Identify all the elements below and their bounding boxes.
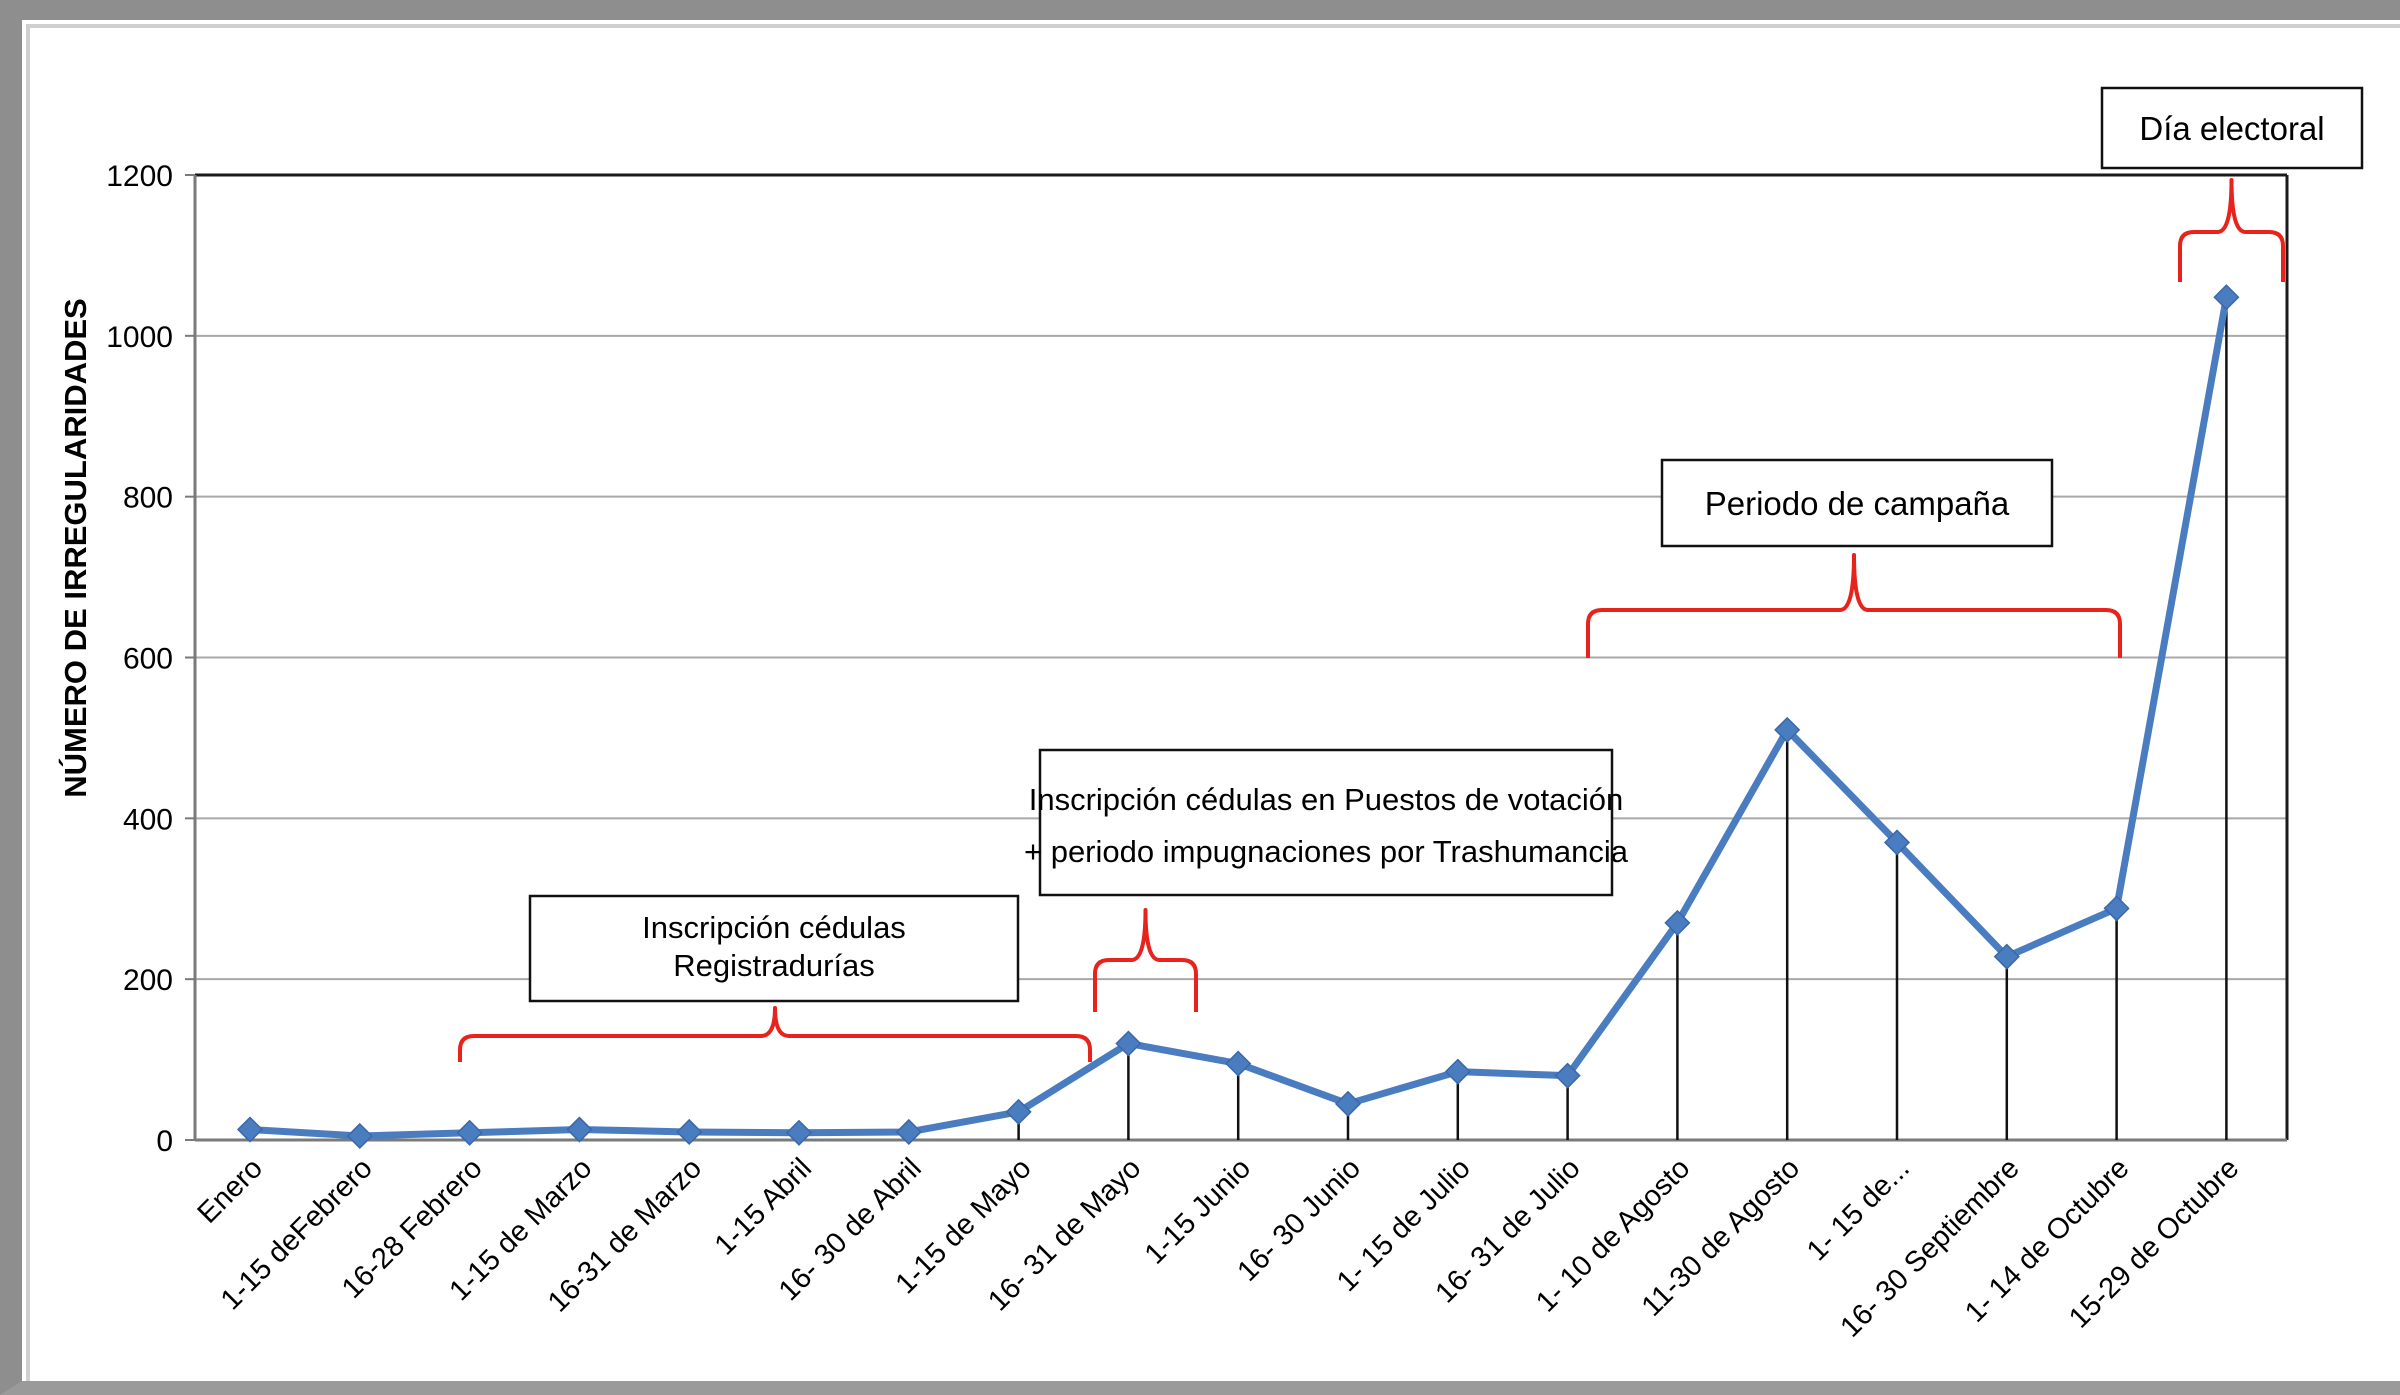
annotation-puestos: Inscripción cédulas en Puestos de votaci… [1024,748,1629,897]
data-point [1225,1050,1252,1077]
annotation-electoral-border [2100,86,2364,170]
data-point [1993,943,2020,970]
annotation-boxes: Inscripción cédulasRegistraduríasInscrip… [528,86,2364,1003]
bracket-registradurias [458,1006,1092,1062]
y-axis-label: NÚMERO DE IRREGULARIDADES [57,298,93,797]
data-point [1005,1098,1032,1125]
bracket-campana [1586,553,2122,658]
bracket-puestos [1093,908,1198,1012]
y-tick-label-200: 200 [123,964,173,997]
data-point [2103,895,2130,922]
y-tick-label-0: 0 [156,1125,173,1158]
x-tick-label: 1-15 Junio [1139,1152,1257,1270]
data-point [1883,829,1911,856]
data-point [566,1116,593,1143]
annotation-registradurias-line: Registradurías [673,948,875,983]
annotation-registradurias-line: Inscripción cédulas [642,910,906,945]
x-tick-label: 16- 30 Septiembre [1834,1152,2025,1343]
data-point [1774,716,1801,743]
data-point [1554,1062,1581,1089]
x-tick-label: 1-15 Abril [709,1152,818,1261]
y-tick-label-1200: 1200 [106,160,173,193]
x-tick-label: 1- 15 de... [1801,1152,1916,1267]
data-point [1664,909,1691,936]
annotation-campana: Periodo de campaña [1660,458,2054,548]
data-point [346,1122,373,1150]
drop-lines [248,297,2228,1140]
bracket-electoral [2178,178,2285,282]
y-tick-label-600: 600 [123,643,173,676]
data-point [456,1119,483,1146]
annotation-brackets [458,178,2285,1062]
y-tick-label-800: 800 [123,482,173,515]
annotation-campana-border [1660,458,2054,548]
annotation-puestos-border [1038,748,1614,897]
data-point [785,1119,813,1146]
y-tick-label-400: 400 [123,803,173,836]
annotation-puestos-line: + periodo impugnaciones por Trashumancia [1024,834,1629,869]
data-point [895,1118,922,1146]
annotation-electoral: Día electoral [2100,86,2364,170]
axes [185,173,2289,1142]
annotation-puestos-line: Inscripción cédulas en Puestos de votaci… [1029,782,1624,817]
x-tick-label: Enero [192,1152,269,1229]
y-tick-labels: 0 200 400 600 800 1000 1200 [106,160,173,1158]
y-tick-label-1000: 1000 [106,321,173,354]
annotation-campana-line: Periodo de campaña [1705,485,2010,522]
data-point [1334,1090,1362,1117]
data-point [1444,1058,1471,1085]
annotation-electoral-line: Día electoral [2139,110,2324,147]
data-point [676,1118,703,1146]
data-point [1115,1030,1142,1057]
data-point [236,1116,264,1143]
series-line [249,296,2230,1140]
annotation-registradurias-border [528,894,1020,1003]
data-series [236,284,2240,1150]
data-point [2213,284,2240,311]
